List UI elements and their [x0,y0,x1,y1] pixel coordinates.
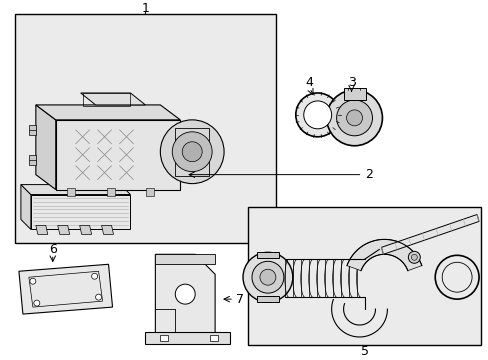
Polygon shape [381,215,478,254]
Circle shape [34,300,40,306]
Polygon shape [146,188,154,195]
Bar [247,207,480,345]
Bar [210,335,218,341]
Polygon shape [31,194,130,229]
Bar [256,252,278,258]
Bar [343,88,365,100]
Text: 5: 5 [360,345,368,359]
Circle shape [96,294,102,300]
Polygon shape [21,185,31,229]
Polygon shape [56,120,180,190]
Polygon shape [155,254,215,264]
Text: 4: 4 [305,76,313,89]
Polygon shape [346,239,421,271]
Circle shape [175,284,195,304]
Polygon shape [145,332,229,344]
Circle shape [182,142,202,162]
Circle shape [410,254,416,260]
Bar [82,93,130,106]
Circle shape [251,261,283,293]
Text: 2: 2 [365,168,373,181]
Circle shape [91,273,98,279]
Polygon shape [29,155,36,165]
Polygon shape [102,225,113,234]
Circle shape [160,120,224,184]
Polygon shape [81,93,145,105]
Bar [256,296,278,302]
Polygon shape [66,188,75,195]
Text: 1: 1 [141,2,149,15]
Circle shape [303,101,331,129]
Polygon shape [21,185,130,194]
Circle shape [30,278,36,284]
Bar [175,128,209,176]
Polygon shape [19,264,112,314]
Polygon shape [80,225,91,234]
Circle shape [336,100,372,136]
Circle shape [260,269,275,285]
Bar [160,335,168,341]
Circle shape [346,110,362,126]
Polygon shape [58,225,70,234]
Circle shape [295,93,339,137]
Text: 6: 6 [49,243,57,256]
Polygon shape [155,254,215,339]
Text: 7: 7 [236,293,244,306]
Polygon shape [36,105,56,190]
Circle shape [326,90,382,146]
Polygon shape [36,225,48,234]
Polygon shape [29,125,36,135]
Circle shape [243,252,292,302]
Circle shape [407,251,419,263]
Text: 3: 3 [347,76,355,89]
Polygon shape [106,188,114,195]
Polygon shape [36,105,180,120]
Bar [15,14,275,243]
Circle shape [172,132,212,172]
